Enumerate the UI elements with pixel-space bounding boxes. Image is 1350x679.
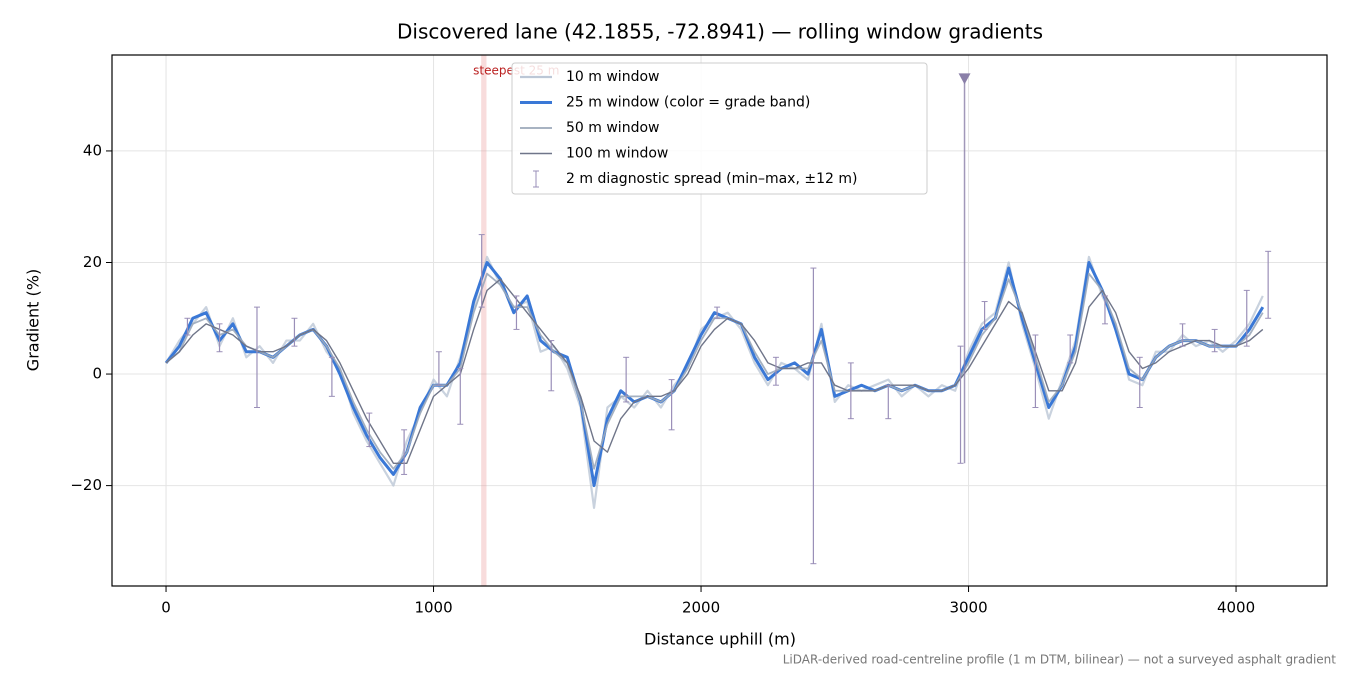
error-bar bbox=[1136, 356, 1143, 409]
plot-frame bbox=[111, 54, 1328, 587]
error-bar bbox=[435, 351, 442, 386]
error-bar bbox=[513, 295, 520, 330]
error-bar bbox=[668, 379, 675, 431]
error-bar bbox=[366, 412, 373, 448]
x-tick-label: 3000 bbox=[949, 599, 987, 617]
error-bar bbox=[1211, 328, 1218, 353]
error-bar bbox=[478, 234, 485, 308]
y-tick-label: 40 bbox=[83, 141, 102, 159]
error-bar bbox=[714, 306, 721, 319]
series-line bbox=[165, 278, 1264, 464]
legend-box bbox=[511, 62, 928, 195]
error-bar bbox=[548, 340, 555, 392]
legend: 10 m window 25 m window (color = grade ba… bbox=[511, 62, 928, 195]
error-bar bbox=[328, 356, 335, 397]
legend-label: 10 m window bbox=[566, 69, 659, 85]
chart-title: Discovered lane (42.1855, -72.8941) — ro… bbox=[397, 20, 1043, 44]
error-bar bbox=[1032, 334, 1039, 409]
error-bar bbox=[847, 362, 854, 420]
error-bar bbox=[184, 317, 191, 336]
error-bar bbox=[457, 367, 464, 425]
legend-label: 50 m window bbox=[566, 120, 659, 136]
steepest-band bbox=[481, 55, 487, 586]
error-bar bbox=[1265, 250, 1272, 319]
x-tick-label: 1000 bbox=[414, 599, 452, 617]
series-line bbox=[164, 260, 1265, 488]
error-bar bbox=[957, 345, 964, 464]
x-axis-label: Distance uphill (m) bbox=[644, 630, 796, 649]
x-tick-label: 0 bbox=[161, 599, 171, 617]
error-bar bbox=[981, 301, 988, 330]
x-tick-label: 2000 bbox=[682, 599, 720, 617]
legend-label: 100 m window bbox=[566, 146, 668, 162]
marker-triangle bbox=[958, 73, 971, 85]
error-bar bbox=[1101, 295, 1108, 325]
y-tick-label: −20 bbox=[70, 476, 102, 494]
y-tick-label: 0 bbox=[92, 365, 102, 383]
error-bar bbox=[885, 384, 892, 420]
error-bar bbox=[1179, 323, 1186, 347]
error-bar bbox=[291, 317, 298, 347]
error-bar bbox=[1067, 334, 1074, 364]
series-line bbox=[165, 272, 1264, 470]
x-tick-label: 4000 bbox=[1217, 599, 1255, 617]
footnote: LiDAR-derived road-centreline profile (1… bbox=[783, 653, 1337, 667]
error-bar bbox=[623, 356, 630, 403]
error-bar bbox=[401, 429, 408, 475]
error-bar bbox=[1243, 289, 1250, 347]
legend-label: 25 m window (color = grade band) bbox=[566, 95, 810, 111]
y-tick-label: 20 bbox=[83, 253, 102, 271]
error-bar bbox=[216, 323, 223, 353]
error-bar bbox=[810, 267, 817, 565]
error-bar bbox=[772, 356, 779, 386]
error-bar bbox=[253, 306, 260, 409]
legend-label: 2 m diagnostic spread (min–max, ±12 m) bbox=[566, 171, 857, 187]
y-axis-label: Gradient (%) bbox=[24, 269, 43, 371]
